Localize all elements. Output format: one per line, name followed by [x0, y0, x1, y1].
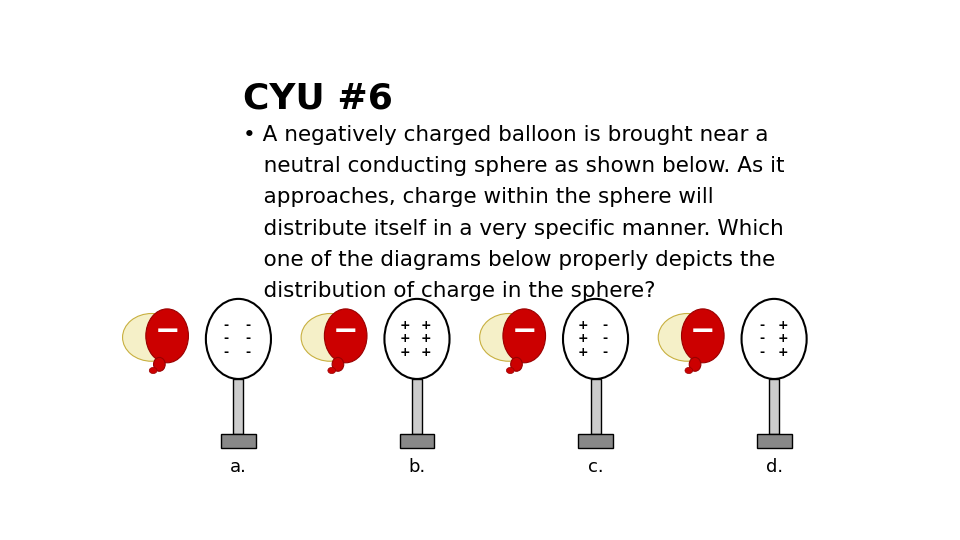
- Text: +: +: [421, 333, 432, 346]
- Text: -: -: [602, 319, 608, 332]
- Text: +: +: [779, 346, 789, 359]
- Text: −: −: [333, 317, 358, 346]
- Text: -: -: [759, 319, 764, 332]
- Text: -: -: [759, 333, 764, 346]
- Ellipse shape: [685, 367, 693, 374]
- Ellipse shape: [324, 309, 367, 363]
- Text: a.: a.: [230, 457, 247, 476]
- Text: -: -: [245, 346, 251, 359]
- Text: -: -: [245, 333, 251, 346]
- Ellipse shape: [205, 299, 271, 379]
- Ellipse shape: [328, 367, 336, 374]
- Text: -: -: [245, 319, 251, 332]
- Text: +: +: [421, 346, 432, 359]
- Ellipse shape: [503, 309, 545, 363]
- Ellipse shape: [563, 299, 628, 379]
- Text: c.: c.: [588, 457, 603, 476]
- Ellipse shape: [384, 299, 449, 379]
- Ellipse shape: [301, 314, 359, 361]
- Bar: [590, 379, 601, 434]
- Ellipse shape: [146, 309, 188, 363]
- Text: +: +: [779, 319, 789, 332]
- Text: one of the diagrams below properly depicts the: one of the diagrams below properly depic…: [243, 250, 775, 270]
- Bar: [412, 379, 422, 434]
- Text: • A negatively charged balloon is brought near a: • A negatively charged balloon is brough…: [243, 125, 768, 145]
- Bar: [769, 379, 780, 434]
- Text: -: -: [224, 346, 228, 359]
- Bar: [578, 434, 613, 448]
- Text: +: +: [421, 319, 432, 332]
- Text: d.: d.: [765, 457, 782, 476]
- Ellipse shape: [507, 367, 515, 374]
- Text: -: -: [602, 346, 608, 359]
- Bar: [221, 434, 256, 448]
- Ellipse shape: [154, 357, 165, 372]
- Ellipse shape: [689, 357, 701, 372]
- Text: −: −: [690, 317, 715, 346]
- Text: b.: b.: [408, 457, 425, 476]
- Text: neutral conducting sphere as shown below. As it: neutral conducting sphere as shown below…: [243, 156, 784, 176]
- Ellipse shape: [150, 367, 157, 374]
- Text: +: +: [399, 319, 410, 332]
- Ellipse shape: [480, 314, 538, 361]
- Ellipse shape: [511, 357, 522, 372]
- Bar: [756, 434, 792, 448]
- Ellipse shape: [332, 357, 344, 372]
- Ellipse shape: [741, 299, 806, 379]
- Text: -: -: [602, 333, 608, 346]
- Text: distribution of charge in the sphere?: distribution of charge in the sphere?: [243, 281, 656, 301]
- Text: +: +: [578, 319, 588, 332]
- Text: +: +: [779, 333, 789, 346]
- Text: CYU #6: CYU #6: [243, 82, 393, 116]
- Text: -: -: [224, 319, 228, 332]
- Bar: [399, 434, 435, 448]
- Text: +: +: [578, 346, 588, 359]
- Ellipse shape: [123, 314, 180, 361]
- Text: −: −: [512, 317, 537, 346]
- Ellipse shape: [682, 309, 724, 363]
- Text: distribute itself in a very specific manner. Which: distribute itself in a very specific man…: [243, 219, 783, 239]
- Text: -: -: [759, 346, 764, 359]
- Text: +: +: [578, 333, 588, 346]
- Text: −: −: [155, 317, 180, 346]
- Bar: [233, 379, 244, 434]
- Text: -: -: [224, 333, 228, 346]
- Ellipse shape: [659, 314, 716, 361]
- Text: +: +: [399, 333, 410, 346]
- Text: +: +: [399, 346, 410, 359]
- Text: approaches, charge within the sphere will: approaches, charge within the sphere wil…: [243, 187, 713, 207]
